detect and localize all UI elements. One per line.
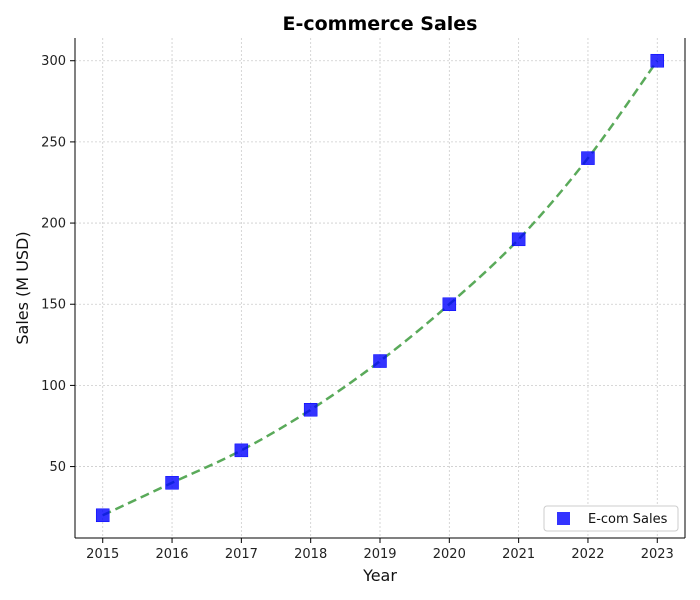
y-tick-label: 50 — [49, 460, 66, 475]
x-tick-label: 2018 — [294, 547, 327, 562]
grid — [75, 38, 685, 538]
x-tick-label: 2022 — [571, 547, 604, 562]
data-point — [443, 298, 456, 311]
x-tick-label: 2023 — [641, 547, 674, 562]
x-ticks: 2015 2016 2017 2018 2019 2020 2021 2022 2023 — [86, 538, 674, 562]
data-point — [96, 509, 109, 522]
data-point — [512, 233, 525, 246]
data-point — [581, 152, 594, 165]
data-point — [304, 403, 317, 416]
data-point — [166, 476, 179, 489]
data-point — [651, 54, 664, 67]
y-tick-label: 100 — [41, 379, 66, 394]
y-ticks: 50 100 150 200 250 300 — [41, 54, 75, 475]
x-tick-label: 2020 — [433, 547, 466, 562]
data-point — [235, 444, 248, 457]
y-tick-label: 200 — [41, 217, 66, 232]
x-axis-label: Year — [362, 566, 397, 585]
x-tick-label: 2019 — [363, 547, 396, 562]
legend: E-com Sales — [544, 506, 678, 531]
y-tick-label: 300 — [41, 54, 66, 69]
legend-marker — [557, 512, 570, 525]
x-tick-label: 2017 — [225, 547, 258, 562]
chart-title: E-commerce Sales — [282, 13, 477, 35]
legend-label: E-com Sales — [588, 512, 668, 527]
y-tick-label: 150 — [41, 298, 66, 313]
x-tick-label: 2016 — [155, 547, 188, 562]
y-axis-label: Sales (M USD) — [13, 231, 32, 344]
y-tick-label: 250 — [41, 135, 66, 150]
x-tick-label: 2021 — [502, 547, 535, 562]
data-point — [374, 355, 387, 368]
x-tick-label: 2015 — [86, 547, 119, 562]
